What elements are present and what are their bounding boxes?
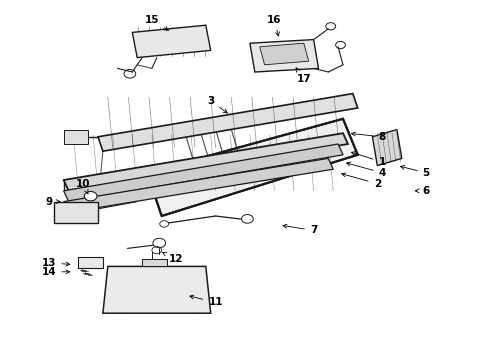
Text: 8: 8	[352, 132, 386, 142]
Text: 1: 1	[351, 152, 386, 167]
Polygon shape	[372, 130, 402, 166]
Text: 5: 5	[400, 166, 430, 178]
Text: 9: 9	[46, 197, 60, 207]
Polygon shape	[64, 133, 348, 191]
Text: 16: 16	[267, 15, 282, 36]
Polygon shape	[250, 40, 318, 72]
Text: 2: 2	[342, 173, 381, 189]
Text: 11: 11	[190, 295, 223, 307]
Polygon shape	[98, 94, 358, 151]
Text: 17: 17	[296, 68, 311, 84]
Circle shape	[153, 238, 166, 248]
Text: 6: 6	[416, 186, 430, 196]
Text: 3: 3	[207, 96, 227, 113]
Text: 14: 14	[42, 267, 70, 277]
Polygon shape	[64, 130, 88, 144]
Polygon shape	[260, 43, 309, 65]
Text: 12: 12	[163, 252, 184, 264]
Text: 10: 10	[76, 179, 91, 194]
Polygon shape	[132, 25, 211, 58]
Text: 15: 15	[145, 15, 169, 30]
Polygon shape	[78, 257, 103, 268]
Circle shape	[160, 221, 169, 227]
Polygon shape	[54, 202, 98, 223]
Circle shape	[242, 215, 253, 223]
Polygon shape	[103, 266, 211, 313]
Polygon shape	[64, 144, 343, 202]
Polygon shape	[142, 259, 167, 266]
Polygon shape	[64, 158, 333, 212]
Text: 4: 4	[346, 162, 386, 178]
Polygon shape	[147, 119, 358, 216]
Circle shape	[84, 192, 97, 201]
Text: 7: 7	[283, 224, 318, 235]
Text: 13: 13	[42, 258, 70, 268]
